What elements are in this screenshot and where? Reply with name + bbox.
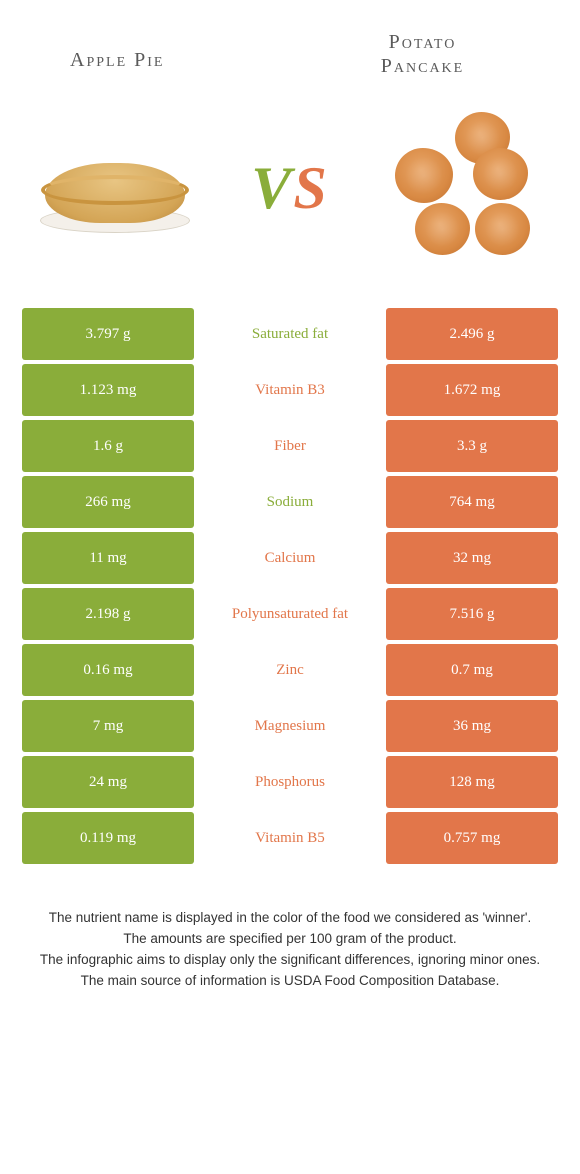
nutrient-label: Vitamin B3 xyxy=(194,364,386,416)
table-row: 0.119 mgVitamin B50.757 mg xyxy=(22,812,558,864)
table-row: 0.16 mgZinc0.7 mg xyxy=(22,644,558,696)
apple-pie-image xyxy=(30,108,200,268)
left-value: 24 mg xyxy=(22,756,194,808)
potato-pancake-icon xyxy=(385,108,545,268)
table-row: 7 mgMagnesium36 mg xyxy=(22,700,558,752)
right-food-title-line2: Pancake xyxy=(381,55,464,77)
right-value: 3.3 g xyxy=(386,420,558,472)
table-row: 3.797 gSaturated fat2.496 g xyxy=(22,308,558,360)
left-food-title: Apple Pie xyxy=(40,30,305,72)
table-row: 1.123 mgVitamin B31.672 mg xyxy=(22,364,558,416)
table-row: 266 mgSodium764 mg xyxy=(22,476,558,528)
left-value: 266 mg xyxy=(22,476,194,528)
footnotes: The nutrient name is displayed in the co… xyxy=(0,868,580,992)
nutrient-label: Fiber xyxy=(194,420,386,472)
left-value: 1.123 mg xyxy=(22,364,194,416)
footnote-3: The infographic aims to display only the… xyxy=(30,950,550,971)
left-value: 3.797 g xyxy=(22,308,194,360)
left-value: 0.16 mg xyxy=(22,644,194,696)
table-row: 24 mgPhosphorus128 mg xyxy=(22,756,558,808)
vs-v: V xyxy=(251,155,293,221)
right-food-title-line1: Potato xyxy=(389,31,457,53)
left-value: 2.198 g xyxy=(22,588,194,640)
apple-pie-icon xyxy=(35,143,195,233)
right-value: 36 mg xyxy=(386,700,558,752)
left-value: 11 mg xyxy=(22,532,194,584)
nutrient-label: Saturated fat xyxy=(194,308,386,360)
left-value: 0.119 mg xyxy=(22,812,194,864)
right-value: 0.757 mg xyxy=(386,812,558,864)
right-value: 764 mg xyxy=(386,476,558,528)
hero-row: VS xyxy=(0,88,580,308)
vs-s: S xyxy=(293,155,328,221)
right-value: 7.516 g xyxy=(386,588,558,640)
table-row: 11 mgCalcium32 mg xyxy=(22,532,558,584)
table-row: 1.6 gFiber3.3 g xyxy=(22,420,558,472)
footnote-2: The amounts are specified per 100 gram o… xyxy=(30,929,550,950)
header: Apple Pie Potato Pancake xyxy=(0,0,580,88)
right-value: 32 mg xyxy=(386,532,558,584)
right-value: 0.7 mg xyxy=(386,644,558,696)
nutrient-label: Sodium xyxy=(194,476,386,528)
left-value: 1.6 g xyxy=(22,420,194,472)
right-value: 128 mg xyxy=(386,756,558,808)
footnote-4: The main source of information is USDA F… xyxy=(30,971,550,992)
left-value: 7 mg xyxy=(22,700,194,752)
right-value: 2.496 g xyxy=(386,308,558,360)
comparison-table: 3.797 gSaturated fat2.496 g1.123 mgVitam… xyxy=(0,308,580,864)
table-row: 2.198 gPolyunsaturated fat7.516 g xyxy=(22,588,558,640)
nutrient-label: Phosphorus xyxy=(194,756,386,808)
right-food-title: Potato Pancake xyxy=(305,30,540,78)
nutrient-label: Vitamin B5 xyxy=(194,812,386,864)
nutrient-label: Calcium xyxy=(194,532,386,584)
nutrient-label: Polyunsaturated fat xyxy=(194,588,386,640)
right-value: 1.672 mg xyxy=(386,364,558,416)
vs-label: VS xyxy=(251,154,328,223)
nutrient-label: Magnesium xyxy=(194,700,386,752)
nutrient-label: Zinc xyxy=(194,644,386,696)
potato-pancake-image xyxy=(380,108,550,268)
footnote-1: The nutrient name is displayed in the co… xyxy=(30,908,550,929)
